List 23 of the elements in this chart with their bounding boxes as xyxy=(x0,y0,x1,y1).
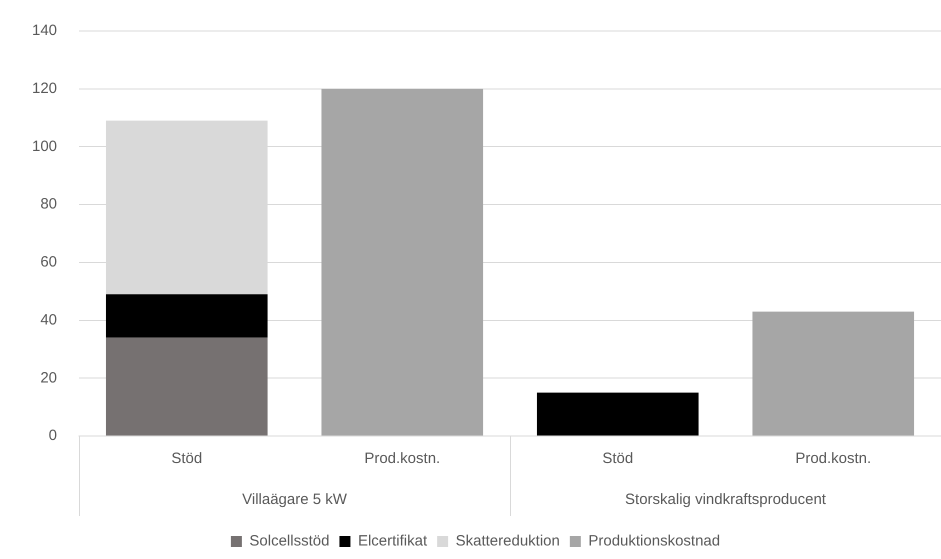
y-tick-label: 100 xyxy=(32,138,58,155)
text: Villaägare 5 kW xyxy=(242,491,348,508)
x-tick-label: Prod.kostn. xyxy=(364,450,440,468)
text: Storskalig vindkraftsproducent xyxy=(625,491,827,508)
x-tick-label: Prod.kostn. xyxy=(795,450,872,468)
legend-label: Solcellsstöd xyxy=(249,532,330,550)
legend-label: Elcertifikat xyxy=(358,532,428,550)
y-tick-label: 40 xyxy=(40,311,58,328)
y-tick-label: 140 xyxy=(32,22,58,40)
legend-label: Skattereduktion xyxy=(456,532,560,550)
bar xyxy=(752,312,914,436)
y-tick-label: 0 xyxy=(48,427,58,444)
bar xyxy=(106,294,268,338)
x-tick-label: Stöd xyxy=(171,450,202,468)
bar xyxy=(536,392,699,436)
y-tick-label: 60 xyxy=(40,254,58,271)
y-tick-label: 120 xyxy=(32,80,58,97)
y-tick-label: 80 xyxy=(40,196,58,213)
y-tick-label: 20 xyxy=(40,369,58,386)
x-tick-label: Stöd xyxy=(602,450,634,468)
legend-label: Produktionskostnad xyxy=(588,532,720,550)
bar xyxy=(106,338,268,436)
bar xyxy=(321,88,484,436)
